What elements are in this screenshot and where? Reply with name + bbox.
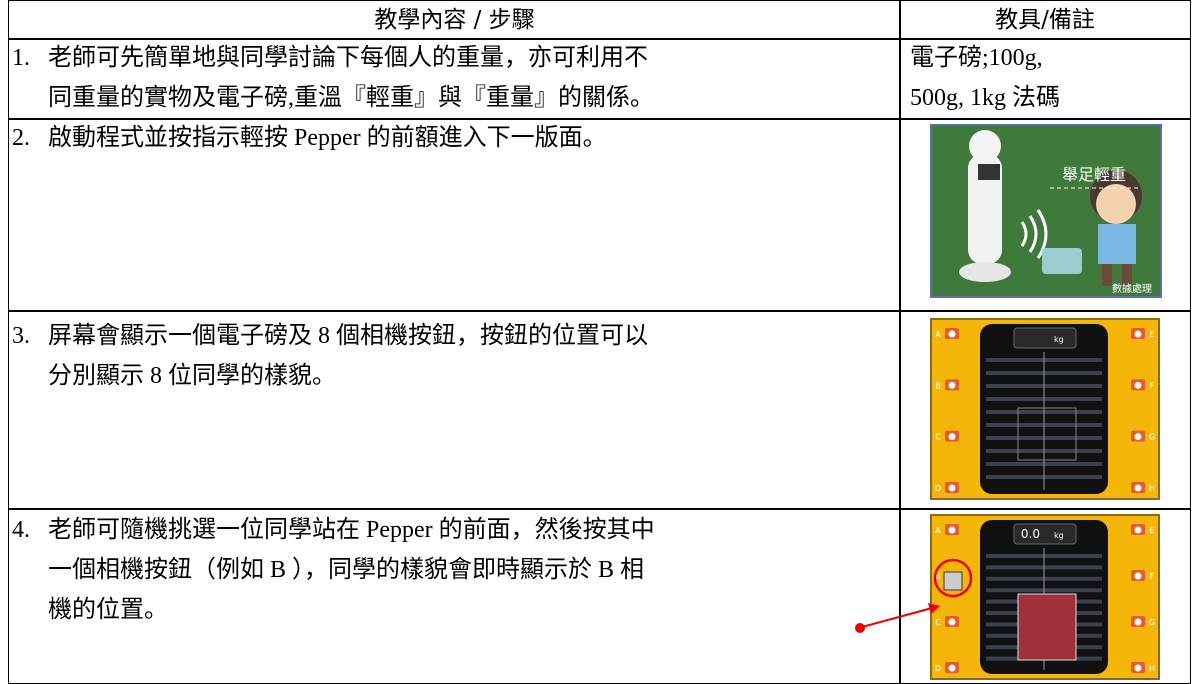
step-text: 機的位置。 [48, 597, 168, 623]
reading: 0.0 [1021, 527, 1040, 541]
step-text: 一個相機按鈕（例如 B ），同學的樣貌會即時顯示於 B 相 [48, 557, 645, 583]
note-text: 電子磅;100g, [910, 45, 1043, 71]
camera-lens [1134, 526, 1142, 534]
image-title: 舉足輕重 [1062, 165, 1126, 184]
button-label: A [935, 330, 941, 339]
camera-lens [948, 433, 956, 441]
photo-area [1017, 593, 1077, 661]
header-cell [8, 0, 901, 40]
header-cell [899, 0, 1191, 40]
cell [8, 38, 901, 120]
unit: kg [1054, 531, 1064, 540]
cell [899, 38, 1191, 120]
header-text: 教具/備註 [995, 7, 1095, 33]
button-label: E [1149, 330, 1154, 339]
camera-lens [948, 330, 956, 338]
cell [899, 310, 1191, 510]
unit: kg [1054, 335, 1064, 344]
button-label: F [1150, 381, 1155, 390]
camera-lens [1134, 330, 1142, 338]
photo-area [1017, 407, 1077, 461]
button-label: E [1149, 526, 1154, 535]
photo [943, 571, 963, 591]
display [1013, 523, 1077, 545]
camera-lens [1134, 572, 1142, 580]
camera-lens [948, 664, 956, 672]
button-label: A [935, 526, 941, 535]
step-text: 老師可先簡單地與同學討論下每個人的重量，亦可利用不 [48, 45, 648, 71]
button-label: H [1149, 664, 1155, 673]
button-label: B [935, 381, 941, 390]
camera-lens [948, 381, 956, 389]
step-number: 2. [12, 125, 30, 151]
image-caption: 數據處理 [1112, 282, 1152, 295]
camera-lens [1134, 664, 1142, 672]
camera-lens [948, 618, 956, 626]
button-label: D [935, 484, 941, 493]
button-label: D [935, 664, 941, 673]
step-text: 啟動程式並按指示輕按 Pepper 的前額進入下一版面。 [48, 125, 607, 151]
step-text: 老師可隨機挑選一位同學站在 Pepper 的前面，然後按其中 [48, 517, 655, 543]
note-text: 500g, 1kg 法碼 [910, 85, 1060, 111]
button-label: G [1149, 433, 1155, 442]
step-text: 同重量的實物及電子磅,重溫『輕重』與『重量』的關係。 [48, 85, 654, 111]
camera-lens [1134, 618, 1142, 626]
camera-lens [948, 526, 956, 534]
button-label: C [935, 618, 941, 627]
scale-screen: 0.0 kg A B C D E F G H [930, 514, 1160, 680]
camera-lens [1134, 484, 1142, 492]
step-number: 4. [12, 517, 30, 543]
step-text: 屏幕會顯示一個電子磅及 8 個相機按鈕，按鈕的位置可以 [48, 323, 648, 349]
scale-screen: kg A B C D E F G H [930, 318, 1160, 500]
button-label: C [935, 433, 941, 442]
step-number: 1. [12, 45, 30, 71]
button-label: H [1149, 484, 1155, 493]
cell [8, 310, 901, 510]
cell [899, 118, 1191, 312]
camera-lens [948, 484, 956, 492]
header-text: 教學內容 / 步驟 [374, 7, 535, 33]
title-screen: 舉足輕重 數據處理 [930, 124, 1162, 298]
step-number: 3. [12, 323, 30, 349]
button-label: F [1150, 572, 1155, 581]
display [1013, 327, 1077, 349]
camera-lens [1134, 381, 1142, 389]
cell [8, 118, 901, 312]
button-label: G [1149, 618, 1155, 627]
step-text: 分別顯示 8 位同學的樣貌。 [48, 363, 336, 389]
camera-lens [1134, 433, 1142, 441]
button-label: B [935, 572, 941, 581]
